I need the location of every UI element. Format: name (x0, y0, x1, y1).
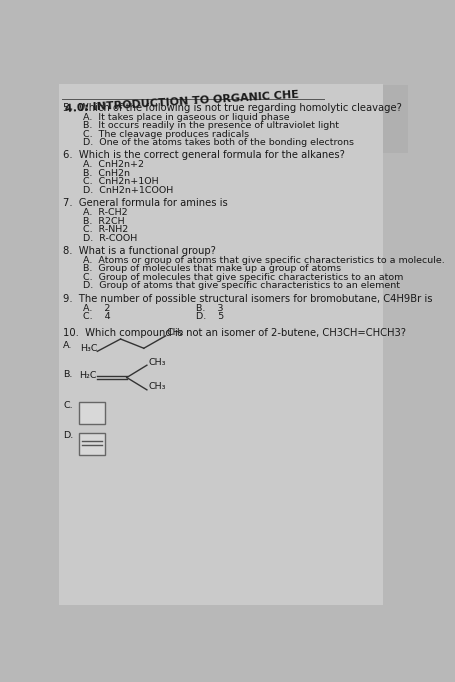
Text: H₃C: H₃C (80, 344, 97, 353)
Text: D.  R-COOH: D. R-COOH (83, 233, 137, 243)
Text: D.  CnH2n+1COOH: D. CnH2n+1COOH (83, 186, 173, 195)
Text: 10.  Which compound is not an isomer of 2-butene, CH3CH=CHCH3?: 10. Which compound is not an isomer of 2… (63, 328, 405, 338)
Text: D.  One of the atoms takes both of the bonding electrons: D. One of the atoms takes both of the bo… (83, 138, 354, 147)
Bar (383, 85, 407, 153)
Text: C.  The cleavage produces radicals: C. The cleavage produces radicals (83, 130, 249, 138)
Bar (79, 402, 105, 424)
Text: 9.  The number of possible structural isomers for bromobutane, C4H9Br is: 9. The number of possible structural iso… (63, 293, 432, 303)
Text: CH₃: CH₃ (148, 382, 166, 391)
Text: A.  R-CH2: A. R-CH2 (83, 208, 128, 217)
Text: A.    2: A. 2 (83, 303, 111, 312)
Text: B.: B. (63, 370, 72, 379)
Text: 5.  Which of the following is not true regarding homolytic cleavage?: 5. Which of the following is not true re… (63, 102, 401, 113)
Text: A.  It takes place in gaseous or liquid phase: A. It takes place in gaseous or liquid p… (83, 113, 289, 121)
Text: C.: C. (63, 400, 73, 410)
Text: A.: A. (63, 340, 72, 350)
Text: 6.  Which is the correct general formula for the alkanes?: 6. Which is the correct general formula … (63, 150, 344, 160)
Text: B.  CnH2n: B. CnH2n (83, 169, 130, 178)
Text: B.  Group of molecules that make up a group of atoms: B. Group of molecules that make up a gro… (83, 265, 341, 273)
Text: B.  R2CH: B. R2CH (83, 217, 125, 226)
Text: B.    3: B. 3 (196, 303, 223, 312)
Text: C.  Group of molecules that give specific characteristics to an atom: C. Group of molecules that give specific… (83, 273, 403, 282)
Text: D.: D. (63, 432, 73, 441)
Text: C.  R-NH2: C. R-NH2 (83, 225, 128, 234)
Text: A.  CnH2n+2: A. CnH2n+2 (83, 160, 144, 169)
Text: CH₂: CH₂ (166, 328, 183, 338)
Bar (79, 433, 105, 454)
Text: C.    4: C. 4 (83, 312, 111, 321)
Text: C.  CnH2n+1OH: C. CnH2n+1OH (83, 177, 159, 186)
Text: 4.0: INTRODUCTION TO ORGANIC CHE: 4.0: INTRODUCTION TO ORGANIC CHE (65, 89, 299, 114)
Text: 7.  General formula for amines is: 7. General formula for amines is (63, 198, 228, 208)
Text: CH₃: CH₃ (148, 357, 166, 367)
Text: A.  Atoms or group of atoms that give specific characteristics to a molecule.: A. Atoms or group of atoms that give spe… (83, 256, 444, 265)
Text: B.  It occurs readily in the presence of ultraviolet light: B. It occurs readily in the presence of … (83, 121, 339, 130)
Text: 8.  What is a functional group?: 8. What is a functional group? (63, 246, 216, 256)
Text: D.  Group of atoms that give specific characteristics to an element: D. Group of atoms that give specific cha… (83, 281, 399, 291)
Text: D.    5: D. 5 (196, 312, 224, 321)
Text: H₂C: H₂C (79, 372, 96, 381)
